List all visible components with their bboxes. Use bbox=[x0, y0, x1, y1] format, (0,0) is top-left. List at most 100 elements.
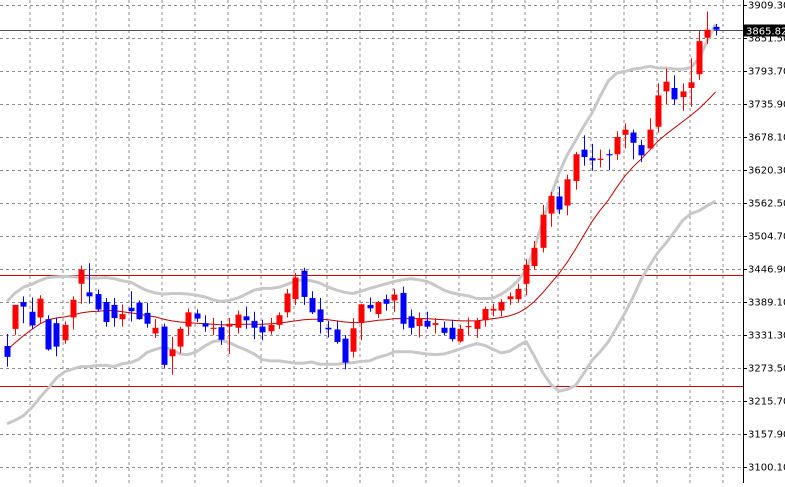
candle-body bbox=[696, 41, 703, 75]
candle-body bbox=[20, 302, 27, 307]
candle-body bbox=[441, 327, 448, 333]
candle-body bbox=[103, 302, 110, 323]
candle-body bbox=[449, 327, 456, 340]
candle-body bbox=[342, 338, 349, 363]
candle-body bbox=[251, 320, 258, 328]
candle-body bbox=[45, 319, 52, 350]
candle-body bbox=[400, 292, 407, 324]
y-tick-label: 3157.90 bbox=[748, 430, 785, 441]
candle-body bbox=[548, 195, 555, 214]
candle-body bbox=[416, 318, 423, 327]
current-price-label: 3865.82 bbox=[746, 27, 785, 38]
candle-body bbox=[375, 302, 382, 315]
candle-body bbox=[713, 26, 720, 30]
candle-body bbox=[564, 179, 571, 206]
candle-body bbox=[474, 320, 481, 329]
candle-body bbox=[37, 298, 44, 318]
candle-body bbox=[95, 294, 102, 310]
candle-body bbox=[638, 145, 645, 156]
candle-body bbox=[144, 312, 151, 324]
candle-body bbox=[226, 323, 233, 327]
candle-body bbox=[169, 349, 176, 357]
candle-body bbox=[498, 302, 505, 311]
candle-body bbox=[465, 326, 472, 328]
current-price-label-bg bbox=[744, 24, 785, 37]
candle-body bbox=[655, 95, 662, 127]
candle-body bbox=[136, 302, 143, 320]
candle-body bbox=[185, 312, 192, 327]
candle-body bbox=[367, 304, 374, 309]
candle-body bbox=[680, 91, 687, 98]
y-tick-label: 3273.50 bbox=[748, 364, 785, 375]
candle-body bbox=[210, 327, 217, 329]
candle-body bbox=[589, 158, 596, 161]
candle-body bbox=[276, 315, 283, 325]
candle-body bbox=[235, 314, 242, 328]
candle-body bbox=[177, 328, 184, 347]
candle-body bbox=[259, 326, 266, 333]
y-tick-label: 3678.10 bbox=[748, 133, 785, 144]
candle-body bbox=[507, 296, 514, 300]
y-tick-label: 3215.70 bbox=[748, 397, 785, 408]
y-tick-label: 3389.10 bbox=[748, 298, 785, 309]
candle-body bbox=[119, 314, 126, 320]
candle-body bbox=[630, 132, 637, 143]
candle-body bbox=[317, 309, 324, 323]
candle-body bbox=[12, 304, 19, 329]
candle-body bbox=[218, 327, 225, 340]
candle-body bbox=[292, 277, 299, 300]
candle-body bbox=[86, 292, 93, 297]
candle-body bbox=[688, 82, 695, 88]
candle-body bbox=[53, 323, 60, 347]
candle-body bbox=[704, 29, 711, 38]
candle-body bbox=[334, 329, 341, 343]
candle-body bbox=[457, 328, 464, 342]
candle-body bbox=[490, 308, 497, 311]
candle-body bbox=[515, 288, 522, 300]
candle-body bbox=[70, 299, 77, 318]
candle-body bbox=[556, 196, 563, 210]
y-tick-label: 3620.30 bbox=[748, 166, 785, 177]
candle-body bbox=[202, 323, 209, 327]
candle-body bbox=[243, 316, 250, 321]
candle-body bbox=[284, 293, 291, 313]
y-tick-label: 3331.30 bbox=[748, 331, 785, 342]
y-tick-label: 3100.10 bbox=[748, 463, 785, 474]
candle-body bbox=[581, 149, 588, 158]
candle-body bbox=[647, 129, 654, 149]
y-tick-label: 3504.70 bbox=[748, 232, 785, 243]
candle-body bbox=[408, 316, 415, 328]
candle-body bbox=[128, 307, 135, 312]
y-tick-label: 3446.90 bbox=[748, 265, 785, 276]
candle-body bbox=[350, 328, 357, 352]
candle-body bbox=[62, 324, 69, 341]
y-tick-label: 3562.50 bbox=[748, 199, 785, 210]
candle-body bbox=[573, 154, 580, 182]
candle-body bbox=[391, 294, 398, 301]
candle-body bbox=[606, 154, 613, 156]
candle-body bbox=[540, 214, 547, 248]
candle-body bbox=[614, 137, 621, 155]
candle-body bbox=[531, 247, 538, 267]
candle-body bbox=[358, 304, 365, 323]
y-tick-label: 3793.70 bbox=[748, 67, 785, 78]
candle-body bbox=[383, 299, 390, 304]
candle-body bbox=[29, 311, 36, 326]
y-tick-label: 3909.30 bbox=[748, 1, 785, 12]
candle-body bbox=[663, 81, 670, 92]
candle-body bbox=[111, 304, 118, 319]
candle-body bbox=[301, 270, 308, 297]
candle-body bbox=[4, 346, 11, 357]
candle-body bbox=[325, 327, 332, 330]
candle-body bbox=[161, 326, 168, 365]
candle-body bbox=[309, 298, 316, 313]
candle-body bbox=[78, 269, 85, 284]
candle-body bbox=[152, 327, 159, 334]
y-tick-label: 3735.90 bbox=[748, 100, 785, 111]
candle-body bbox=[194, 313, 201, 319]
bollinger-upper-band bbox=[5, 23, 717, 303]
candle-body bbox=[622, 129, 629, 135]
candle-body bbox=[482, 308, 489, 321]
